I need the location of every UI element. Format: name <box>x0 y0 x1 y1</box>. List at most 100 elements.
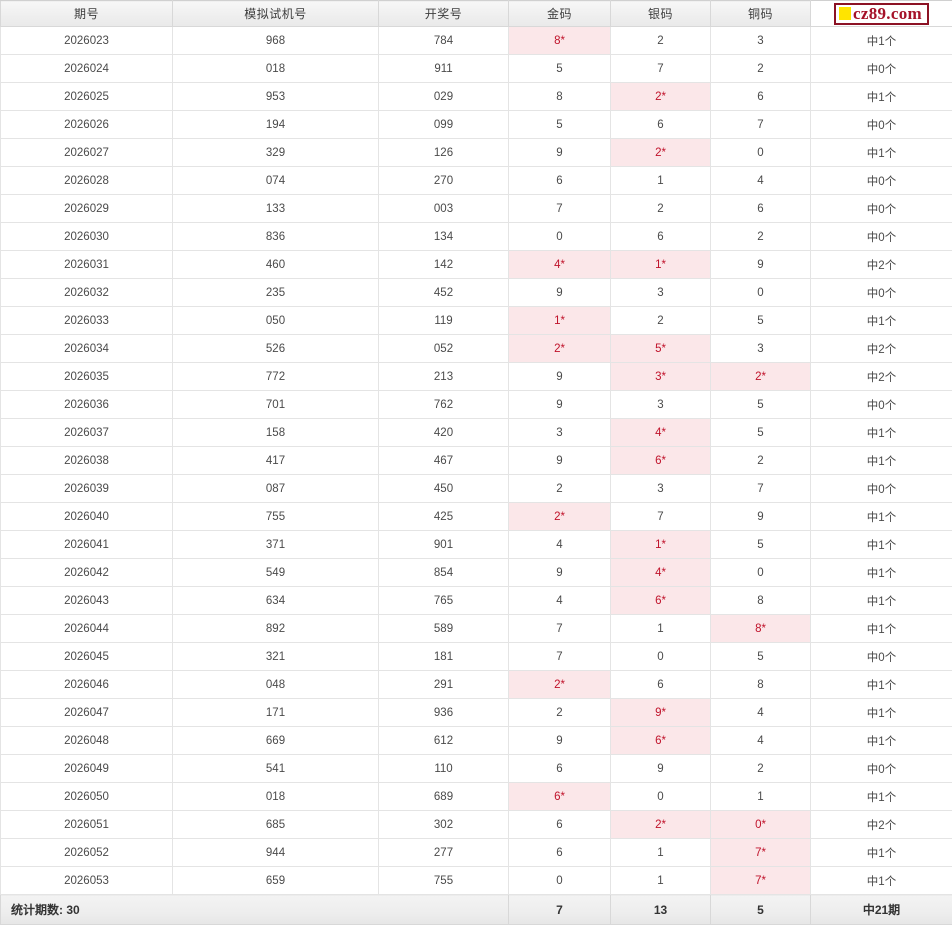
cell-silver-code: 7 <box>611 503 711 531</box>
cell-draw-number: 911 <box>379 55 509 83</box>
column-header-test-number[interactable]: 模拟试机号 <box>173 1 379 27</box>
cell-bronze-code: 7* <box>711 867 811 895</box>
cell-gold-code: 9 <box>509 727 611 755</box>
cell-hit-count: 中1个 <box>811 83 952 111</box>
cell-gold-code: 7 <box>509 195 611 223</box>
cell-draw-number: 126 <box>379 139 509 167</box>
cell-test-number: 953 <box>173 83 379 111</box>
cell-period: 2026034 <box>1 335 173 363</box>
cell-gold-code: 8 <box>509 83 611 111</box>
cell-gold-code: 2* <box>509 671 611 699</box>
cell-test-number: 329 <box>173 139 379 167</box>
cell-silver-code: 1 <box>611 867 711 895</box>
cell-hit-count: 中1个 <box>811 671 952 699</box>
cell-draw-number: 029 <box>379 83 509 111</box>
cell-bronze-code: 5 <box>711 391 811 419</box>
cell-gold-code: 0 <box>509 223 611 251</box>
cell-silver-code: 9* <box>611 699 711 727</box>
cell-silver-code: 6* <box>611 727 711 755</box>
cell-hit-count: 中1个 <box>811 783 952 811</box>
cell-test-number: 836 <box>173 223 379 251</box>
cell-hit-count: 中0个 <box>811 391 952 419</box>
cell-gold-code: 2 <box>509 699 611 727</box>
column-header-draw-number[interactable]: 开奖号 <box>379 1 509 27</box>
cell-hit-count: 中0个 <box>811 111 952 139</box>
cell-bronze-code: 5 <box>711 643 811 671</box>
cell-silver-code: 6* <box>611 447 711 475</box>
cell-test-number: 541 <box>173 755 379 783</box>
cell-silver-code: 5* <box>611 335 711 363</box>
cell-gold-code: 1* <box>509 307 611 335</box>
cell-draw-number: 425 <box>379 503 509 531</box>
cell-period: 2026047 <box>1 699 173 727</box>
cell-gold-code: 2 <box>509 475 611 503</box>
cz89-logo[interactable]: cz89.com <box>834 3 929 25</box>
cell-test-number: 171 <box>173 699 379 727</box>
column-header-period[interactable]: 期号 <box>1 1 173 27</box>
cell-bronze-code: 2* <box>711 363 811 391</box>
cell-hit-count: 中2个 <box>811 363 952 391</box>
cell-bronze-code: 4 <box>711 167 811 195</box>
cell-silver-code: 6 <box>611 111 711 139</box>
column-header-gold-code[interactable]: 金码 <box>509 1 611 27</box>
cell-period: 2026026 <box>1 111 173 139</box>
cell-draw-number: 119 <box>379 307 509 335</box>
cell-test-number: 050 <box>173 307 379 335</box>
cell-silver-code: 2 <box>611 195 711 223</box>
cell-silver-code: 1 <box>611 839 711 867</box>
cell-draw-number: 612 <box>379 727 509 755</box>
cell-hit-count: 中1个 <box>811 839 952 867</box>
cell-test-number: 158 <box>173 419 379 447</box>
cell-hit-count: 中1个 <box>811 531 952 559</box>
column-header-bronze-code[interactable]: 铜码 <box>711 1 811 27</box>
cell-period: 2026038 <box>1 447 173 475</box>
cell-period: 2026050 <box>1 783 173 811</box>
cell-gold-code: 6 <box>509 839 611 867</box>
cell-bronze-code: 4 <box>711 727 811 755</box>
cell-bronze-code: 2 <box>711 223 811 251</box>
cell-draw-number: 277 <box>379 839 509 867</box>
cell-period: 2026045 <box>1 643 173 671</box>
cell-gold-code: 4 <box>509 587 611 615</box>
cell-bronze-code: 3 <box>711 335 811 363</box>
cell-draw-number: 452 <box>379 279 509 307</box>
cell-gold-code: 7 <box>509 615 611 643</box>
cell-draw-number: 467 <box>379 447 509 475</box>
cell-gold-code: 9 <box>509 391 611 419</box>
cell-period: 2026049 <box>1 755 173 783</box>
footer-hit-total: 中21期 <box>811 895 952 925</box>
cell-test-number: 659 <box>173 867 379 895</box>
cell-silver-code: 2* <box>611 139 711 167</box>
cell-hit-count: 中1个 <box>811 867 952 895</box>
logo-text: cz89.com <box>853 5 922 22</box>
cell-draw-number: 450 <box>379 475 509 503</box>
cell-gold-code: 6* <box>509 783 611 811</box>
cell-test-number: 048 <box>173 671 379 699</box>
cell-gold-code: 8* <box>509 27 611 55</box>
cell-hit-count: 中1个 <box>811 419 952 447</box>
cell-test-number: 701 <box>173 391 379 419</box>
cell-test-number: 772 <box>173 363 379 391</box>
column-header-silver-code[interactable]: 银码 <box>611 1 711 27</box>
cell-period: 2026031 <box>1 251 173 279</box>
cell-test-number: 634 <box>173 587 379 615</box>
cell-draw-number: 291 <box>379 671 509 699</box>
cell-hit-count: 中1个 <box>811 503 952 531</box>
cell-gold-code: 9 <box>509 279 611 307</box>
cell-gold-code: 2* <box>509 335 611 363</box>
cell-test-number: 087 <box>173 475 379 503</box>
cell-draw-number: 901 <box>379 531 509 559</box>
cell-bronze-code: 5 <box>711 419 811 447</box>
cell-hit-count: 中0个 <box>811 475 952 503</box>
